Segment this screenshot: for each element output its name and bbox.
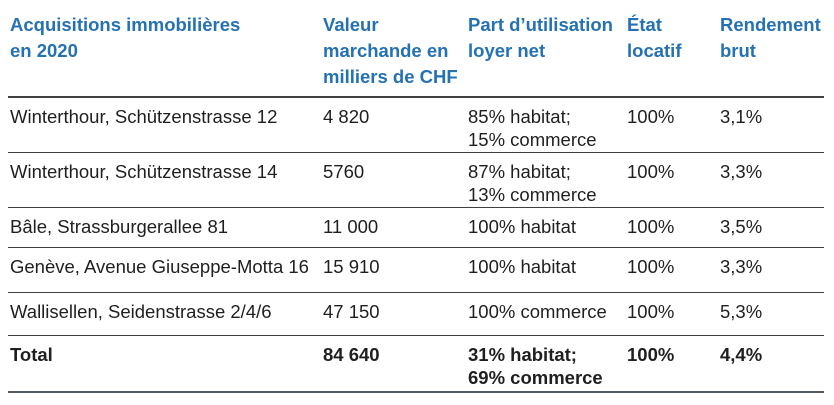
table-row: Winterthour, Schützenstrasse 14 5760 87%… bbox=[8, 152, 824, 208]
table-row: Winterthour, Schützenstrasse 12 4 820 85… bbox=[8, 97, 824, 153]
gross-yield-cell: 5,3% bbox=[720, 292, 824, 336]
usage-cell: 85% habitat; 15% commerce bbox=[468, 97, 627, 153]
table-row: Bâle, Strassburgerallee 81 11 000 100% h… bbox=[8, 207, 824, 248]
occupancy-cell: 100% bbox=[627, 97, 720, 153]
column-header-acquisitions: Acquisitions immobilières en 2020 bbox=[8, 0, 323, 98]
property-cell: Genève, Avenue Giuseppe-Motta 16 bbox=[8, 247, 323, 293]
gross-yield-cell: 3,5% bbox=[720, 207, 824, 248]
total-occupancy-cell: 100% bbox=[627, 335, 720, 393]
occupancy-cell: 100% bbox=[627, 292, 720, 336]
total-row: Total 84 640 31% habitat; 69% commerce 1… bbox=[8, 335, 824, 393]
acquisitions-table: Acquisitions immobilières en 2020 Valeur… bbox=[8, 0, 824, 393]
total-gross-yield-cell: 4,4% bbox=[720, 335, 824, 393]
market-value-cell: 5760 bbox=[323, 152, 468, 208]
occupancy-cell: 100% bbox=[627, 152, 720, 208]
total-market-value-cell: 84 640 bbox=[323, 335, 468, 393]
property-cell: Winterthour, Schützenstrasse 12 bbox=[8, 97, 323, 153]
usage-cell: 87% habitat; 13% commerce bbox=[468, 152, 627, 208]
gross-yield-cell: 3,3% bbox=[720, 152, 824, 208]
occupancy-cell: 100% bbox=[627, 207, 720, 248]
property-cell: Wallisellen, Seidenstrasse 2/4/6 bbox=[8, 292, 323, 336]
property-cell: Winterthour, Schützenstrasse 14 bbox=[8, 152, 323, 208]
market-value-cell: 47 150 bbox=[323, 292, 468, 336]
market-value-cell: 15 910 bbox=[323, 247, 468, 293]
table-row: Genève, Avenue Giuseppe-Motta 16 15 910 … bbox=[8, 247, 824, 293]
column-header-market-value: Valeur marchande en milliers de CHF bbox=[323, 0, 468, 98]
property-cell: Bâle, Strassburgerallee 81 bbox=[8, 207, 323, 248]
header-row: Acquisitions immobilières en 2020 Valeur… bbox=[8, 0, 824, 98]
market-value-cell: 4 820 bbox=[323, 97, 468, 153]
usage-cell: 100% habitat bbox=[468, 247, 627, 293]
market-value-cell: 11 000 bbox=[323, 207, 468, 248]
column-header-occupancy: État locatif bbox=[627, 0, 720, 98]
usage-cell: 100% commerce bbox=[468, 292, 627, 336]
gross-yield-cell: 3,1% bbox=[720, 97, 824, 153]
gross-yield-cell: 3,3% bbox=[720, 247, 824, 293]
column-header-usage: Part d’utilisation loyer net bbox=[468, 0, 627, 98]
total-usage-cell: 31% habitat; 69% commerce bbox=[468, 335, 627, 393]
occupancy-cell: 100% bbox=[627, 247, 720, 293]
column-header-gross-yield: Rendement brut bbox=[720, 0, 824, 98]
total-label-cell: Total bbox=[8, 335, 323, 393]
usage-cell: 100% habitat bbox=[468, 207, 627, 248]
table-row: Wallisellen, Seidenstrasse 2/4/6 47 150 … bbox=[8, 292, 824, 336]
